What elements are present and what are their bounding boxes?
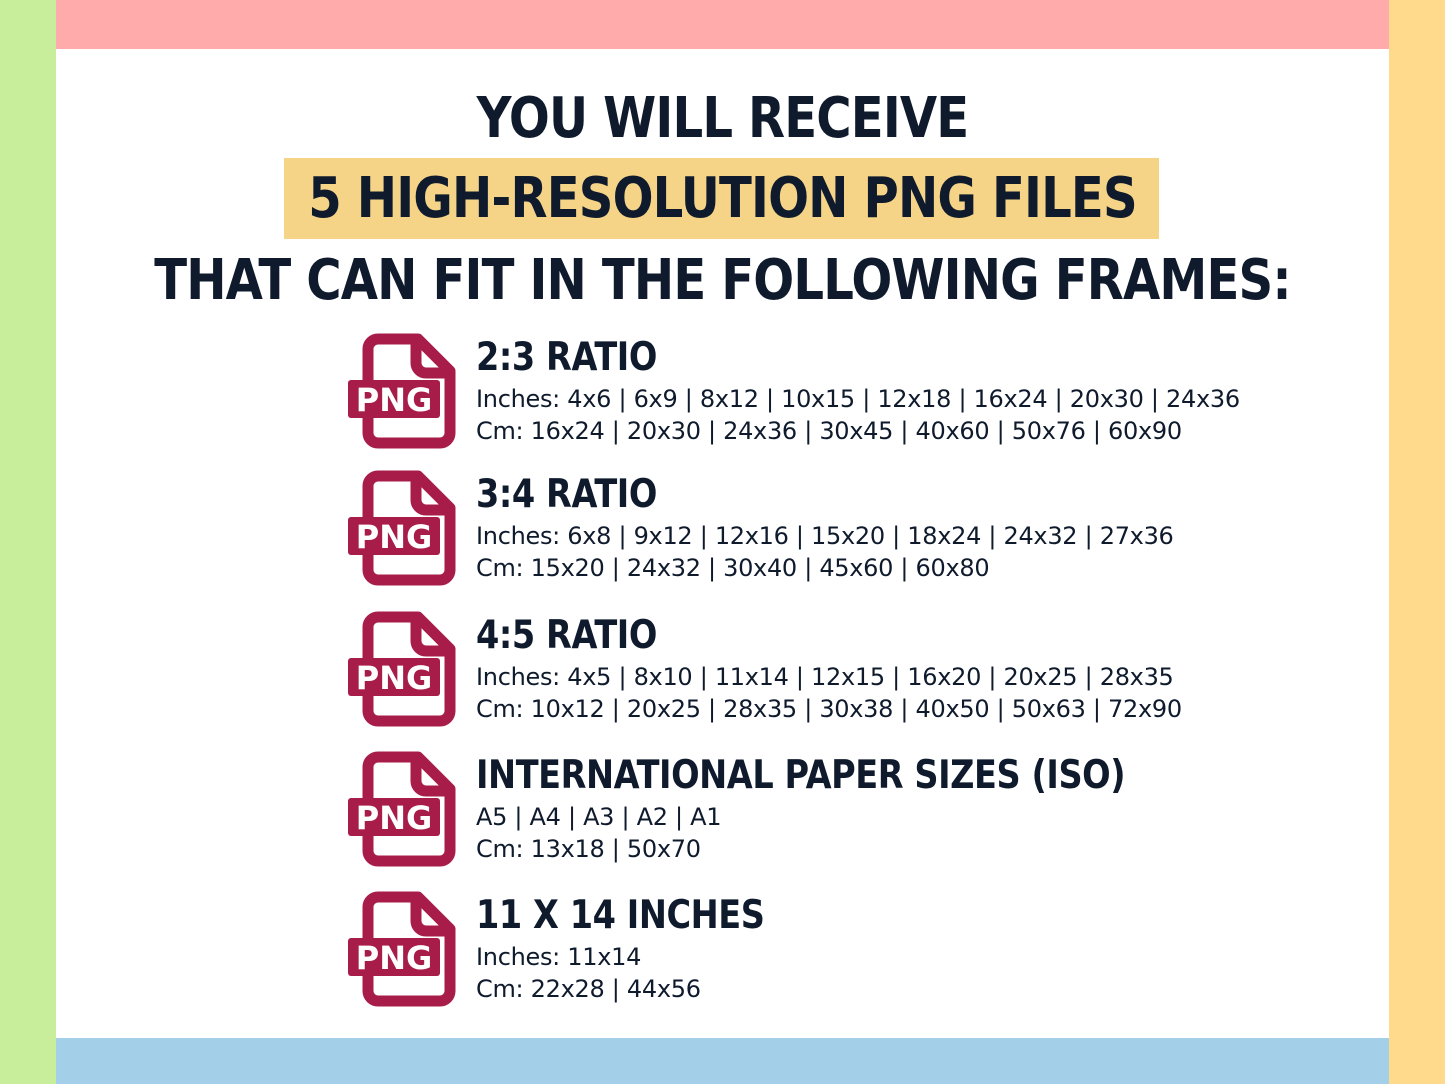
frame-sizes-line-1: Inches: 6x8 | 9x12 | 12x16 | 15x20 | 18x… <box>476 522 1174 550</box>
bottom-border <box>56 1038 1389 1084</box>
png-file-icon: PNG <box>348 611 456 727</box>
frame-sizes-line-1: Inches: 4x6 | 6x9 | 8x12 | 10x15 | 12x18… <box>476 385 1240 413</box>
frame-title: 2:3 RATIO <box>476 335 657 380</box>
png-file-icon: PNG <box>348 470 456 586</box>
frame-sizes-line-2: Cm: 10x12 | 20x25 | 28x35 | 30x38 | 40x5… <box>476 695 1182 723</box>
frame-title: INTERNATIONAL PAPER SIZES (ISO) <box>476 753 1126 798</box>
right-border <box>1389 0 1445 1084</box>
frame-item: PNG INTERNATIONAL PAPER SIZES (ISO) A5 |… <box>348 751 1348 871</box>
heading-highlight <box>284 158 1159 239</box>
heading-line-1: YOU WILL RECEIVE <box>476 86 970 151</box>
heading-line-3: THAT CAN FIT IN THE FOLLOWING FRAMES: <box>154 248 1291 313</box>
svg-text:PNG: PNG <box>356 939 433 977</box>
heading-line-2: 5 HIGH-RESOLUTION PNG FILES <box>308 166 1137 231</box>
frame-item: PNG 2:3 RATIO Inches: 4x6 | 6x9 | 8x12 |… <box>348 333 1348 453</box>
frame-sizes-line-2: Cm: 16x24 | 20x30 | 24x36 | 30x45 | 40x6… <box>476 417 1182 445</box>
frame-item: PNG 11 X 14 INCHES Inches: 11x14 Cm: 22x… <box>348 891 1348 1011</box>
frame-title: 3:4 RATIO <box>476 472 657 517</box>
frame-item: PNG 4:5 RATIO Inches: 4x5 | 8x10 | 11x14… <box>348 611 1348 731</box>
svg-text:PNG: PNG <box>356 659 433 697</box>
frame-sizes-line-2: Cm: 22x28 | 44x56 <box>476 975 701 1003</box>
frame-title: 4:5 RATIO <box>476 613 657 658</box>
png-file-icon: PNG <box>348 751 456 867</box>
top-border <box>56 0 1389 49</box>
frame-sizes-line-2: Cm: 15x20 | 24x32 | 30x40 | 45x60 | 60x8… <box>476 554 990 582</box>
frame-sizes-line-2: Cm: 13x18 | 50x70 <box>476 835 701 863</box>
frame-sizes-line-1: A5 | A4 | A3 | A2 | A1 <box>476 803 722 831</box>
svg-text:PNG: PNG <box>356 381 433 419</box>
frame-sizes-line-1: Inches: 11x14 <box>476 943 642 971</box>
svg-text:PNG: PNG <box>356 518 433 556</box>
png-file-icon: PNG <box>348 891 456 1007</box>
frame-item: PNG 3:4 RATIO Inches: 6x8 | 9x12 | 12x16… <box>348 470 1348 590</box>
frame-sizes-line-1: Inches: 4x5 | 8x10 | 11x14 | 12x15 | 16x… <box>476 663 1174 691</box>
frame-title: 11 X 14 INCHES <box>476 893 765 938</box>
png-file-icon: PNG <box>348 333 456 449</box>
left-border <box>0 0 56 1084</box>
svg-text:PNG: PNG <box>356 799 433 837</box>
